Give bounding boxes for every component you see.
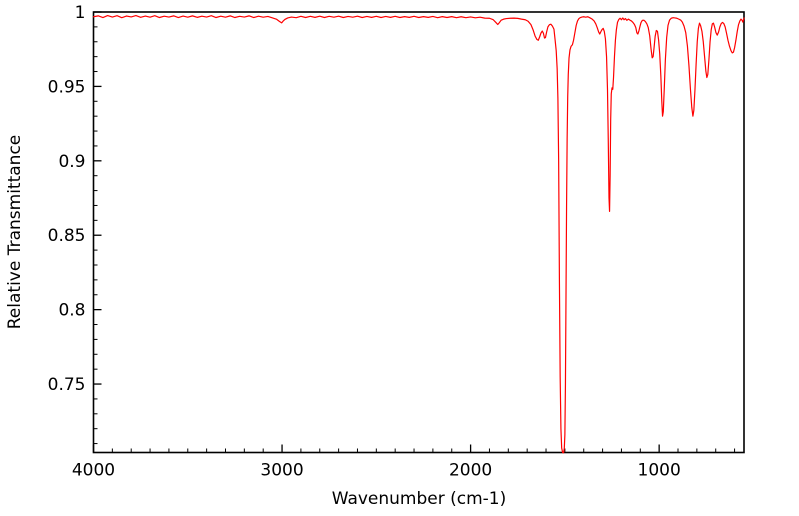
y-tick-label: 0.85 xyxy=(48,226,86,246)
y-tick-label: 1 xyxy=(75,3,86,23)
x-tick-label: 1000 xyxy=(638,461,681,481)
x-tick-label: 3000 xyxy=(260,461,303,481)
x-tick-label: 2000 xyxy=(449,461,492,481)
plot-frame xyxy=(92,11,745,454)
y-tick-label: 0.75 xyxy=(48,375,86,395)
y-tick-label: 0.8 xyxy=(58,301,85,321)
y-axis-tick-labels: 1 0.95 0.9 0.85 0.8 0.75 xyxy=(48,3,86,395)
x-axis-title: Wavenumber (cm-1) xyxy=(332,489,507,509)
y-axis-title: Relative Transmittance xyxy=(5,135,25,330)
y-axis-major-ticks xyxy=(93,11,102,385)
x-tick-label: 4000 xyxy=(72,461,115,481)
y-tick-label: 0.9 xyxy=(58,152,85,172)
y-axis-minor-ticks xyxy=(93,26,98,445)
x-axis-major-ticks xyxy=(92,444,660,453)
spectrum-line xyxy=(92,14,745,454)
x-axis-tick-labels: 4000 3000 2000 1000 xyxy=(72,461,681,481)
x-axis-minor-ticks xyxy=(111,448,736,453)
y-tick-label: 0.95 xyxy=(48,77,86,97)
